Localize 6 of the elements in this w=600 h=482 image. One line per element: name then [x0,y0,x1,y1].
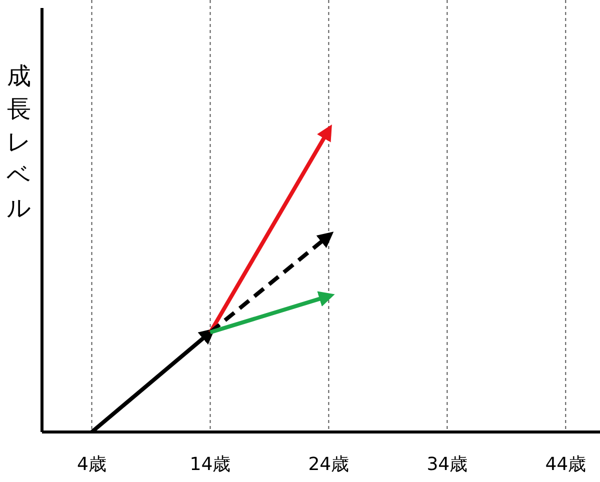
x-tick-label: 4歳 [77,454,106,475]
x-tick-label: 44歳 [545,454,586,475]
x-tick-label: 34歳 [426,454,468,475]
y-axis-title: 成長レベル [6,62,32,222]
x-tick-label: 24歳 [308,454,350,475]
x-tick-label: 14歳 [190,454,231,475]
